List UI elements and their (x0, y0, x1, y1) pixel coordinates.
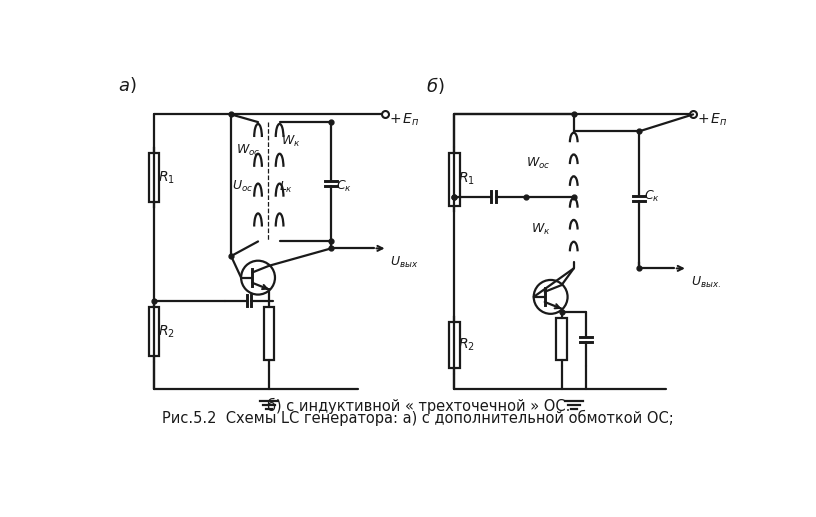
Text: $R_2$: $R_2$ (459, 337, 475, 353)
Bar (449, 322, 459, 368)
Bar (449, 153, 459, 206)
Text: Рис.5.2  Схемы LC генератора: а) с дополнительной обмоткой ОС;: Рис.5.2 Схемы LC генератора: а) с дополн… (162, 409, 674, 426)
Text: $W_к$: $W_к$ (531, 222, 551, 237)
Text: б) с индуктивной « трехточечной » ОС.: б) с индуктивной « трехточечной » ОС. (267, 398, 570, 414)
Text: $+\,E_п$: $+\,E_п$ (697, 111, 728, 128)
Text: $U_{oc}$: $U_{oc}$ (232, 179, 253, 194)
Text: $+\,E_п$: $+\,E_п$ (389, 111, 419, 128)
Bar (149, 153, 159, 202)
Text: $W_к$: $W_к$ (282, 134, 301, 149)
Text: $U_{вых.}$: $U_{вых.}$ (691, 275, 721, 290)
Text: $L_к$: $L_к$ (279, 180, 293, 195)
Text: $W_{oc}$: $W_{oc}$ (526, 156, 551, 171)
Text: $а)$: $а)$ (118, 75, 136, 95)
Text: $C_к$: $C_к$ (644, 189, 660, 204)
Text: $R_2$: $R_2$ (158, 323, 175, 340)
Text: $б)$: $б)$ (426, 74, 445, 96)
Text: $R_1$: $R_1$ (459, 171, 475, 187)
Text: $C_к$: $C_к$ (336, 179, 352, 194)
Bar (557, 318, 567, 360)
Text: $U_{вых}$: $U_{вых}$ (391, 254, 419, 270)
Bar (149, 307, 159, 356)
Bar (264, 307, 274, 360)
Text: $W_{oc}$: $W_{oc}$ (237, 143, 261, 158)
Text: $R_1$: $R_1$ (158, 170, 175, 186)
